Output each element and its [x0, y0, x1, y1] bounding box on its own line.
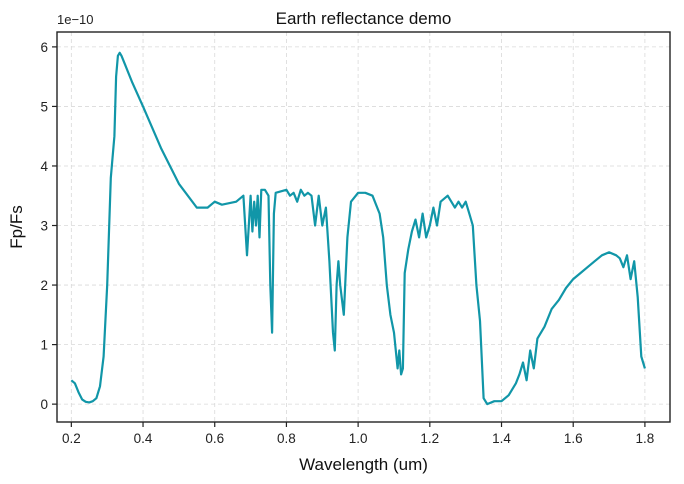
y-axis-label: Fp/Fs	[7, 205, 26, 248]
x-tick-label: 1.0	[349, 431, 368, 446]
chart-title: Earth reflectance demo	[276, 9, 452, 28]
y-axis-offset-label: 1e−10	[57, 12, 94, 27]
y-tick-label: 3	[40, 219, 48, 234]
x-tick-label: 0.4	[134, 431, 153, 446]
y-tick-label: 2	[40, 278, 48, 293]
x-axis-label: Wavelength (um)	[299, 455, 428, 474]
series-layer	[70, 51, 646, 406]
x-axis-ticks: 0.2 0.4 0.6 0.8 1.0 1.2 1.4 1.6 1.8	[62, 422, 654, 446]
y-tick-label: 0	[40, 397, 48, 412]
x-tick-label: 1.8	[636, 431, 655, 446]
grid	[57, 32, 670, 422]
x-tick-label: 0.6	[205, 431, 224, 446]
y-tick-label: 4	[40, 159, 48, 174]
series-line	[70, 51, 646, 406]
x-tick-label: 0.2	[62, 431, 81, 446]
x-tick-label: 0.8	[277, 431, 296, 446]
plot-frame	[56, 31, 671, 423]
x-tick-label: 1.6	[564, 431, 583, 446]
y-tick-label: 1	[40, 338, 48, 353]
y-tick-label: 6	[40, 40, 48, 55]
x-tick-label: 1.2	[420, 431, 439, 446]
x-tick-label: 1.4	[492, 431, 511, 446]
y-tick-label: 5	[40, 99, 48, 114]
y-axis-ticks: 0 1 2 3 4 5 6	[40, 40, 57, 412]
